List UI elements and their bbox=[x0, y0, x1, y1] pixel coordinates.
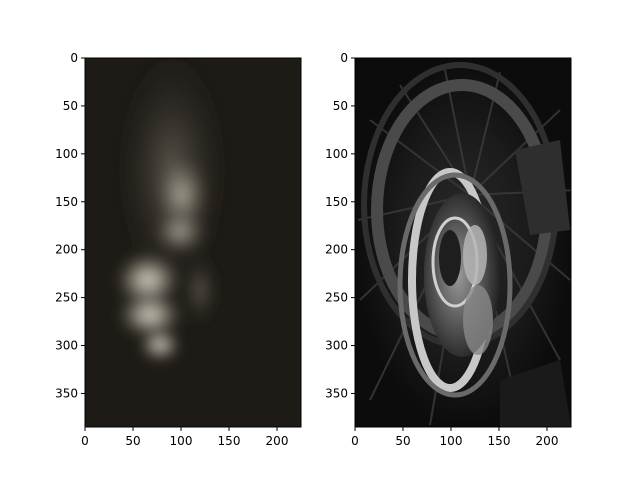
y-tick-label: 250 bbox=[55, 291, 78, 305]
image-panel-left bbox=[85, 40, 301, 427]
y-tick-label: 150 bbox=[325, 195, 348, 209]
image-panel-right bbox=[355, 58, 575, 427]
x-tick-label: 50 bbox=[125, 434, 140, 448]
x-tick-label: 100 bbox=[170, 434, 193, 448]
figure-highlight bbox=[463, 285, 493, 355]
x-tick-label: 100 bbox=[440, 434, 463, 448]
y-tick-label: 50 bbox=[333, 99, 348, 113]
y-tick-label: 300 bbox=[325, 339, 348, 353]
x-tick-label: 150 bbox=[488, 434, 511, 448]
y-tick-label: 250 bbox=[325, 291, 348, 305]
y-tick-label: 100 bbox=[325, 147, 348, 161]
y-tick-label: 350 bbox=[55, 386, 78, 400]
y-tick-label: 350 bbox=[325, 386, 348, 400]
x-tick-label: 200 bbox=[536, 434, 559, 448]
y-tick-label: 100 bbox=[55, 147, 78, 161]
x-tick-label: 150 bbox=[218, 434, 241, 448]
y-tick-label: 50 bbox=[63, 99, 78, 113]
y-tick-label: 300 bbox=[55, 339, 78, 353]
center-hole bbox=[439, 230, 461, 286]
figure-highlight bbox=[463, 225, 487, 285]
y-tick-label: 200 bbox=[325, 243, 348, 257]
blur-blob bbox=[180, 250, 220, 330]
x-tick-label: 0 bbox=[81, 434, 89, 448]
y-tick-label: 200 bbox=[55, 243, 78, 257]
x-tick-label: 200 bbox=[266, 434, 289, 448]
blur-blob bbox=[150, 207, 210, 257]
x-tick-label: 50 bbox=[395, 434, 410, 448]
y-tick-label: 150 bbox=[55, 195, 78, 209]
y-tick-label: 0 bbox=[70, 51, 78, 65]
x-tick-label: 0 bbox=[351, 434, 359, 448]
y-tick-label: 0 bbox=[340, 51, 348, 65]
blur-blob bbox=[138, 327, 182, 363]
